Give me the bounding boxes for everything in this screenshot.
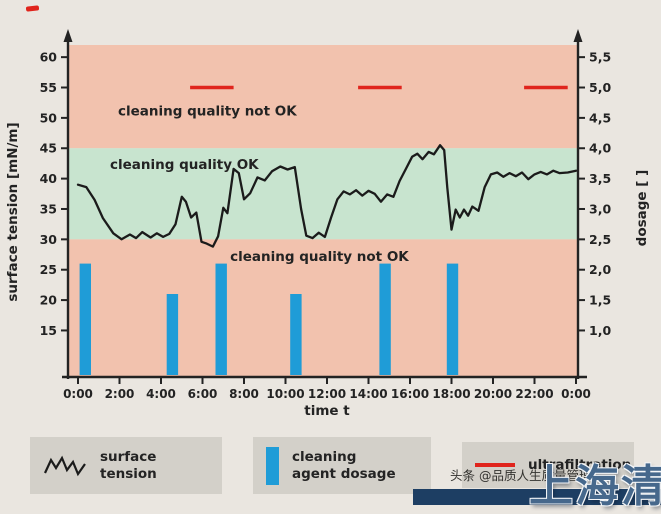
x-tick-label: 22:00 bbox=[515, 387, 553, 401]
legend-surface-tension: surface tension bbox=[30, 437, 222, 494]
x-tick-label: 6:00 bbox=[188, 387, 218, 401]
x-tick-label: 2:00 bbox=[105, 387, 135, 401]
left-tick-label: 15 bbox=[40, 323, 57, 338]
left-axis-arrow bbox=[63, 29, 73, 42]
watermark-big-text: 上海清 bbox=[529, 461, 661, 512]
right-tick-label: 5,5 bbox=[589, 50, 611, 65]
legend-label-cleaning-agent-dosage: cleaning agent dosage bbox=[292, 448, 396, 482]
dosage-bar bbox=[290, 294, 302, 375]
left-tick-label: 35 bbox=[40, 201, 57, 216]
legend-label-ultrafiltration: ultrafiltration bbox=[528, 456, 632, 473]
right-tick-label: 1,0 bbox=[589, 323, 611, 338]
chart-canvas: cleaning quality not OK cleaning quality … bbox=[5, 29, 650, 419]
x-tick-label: 16:00 bbox=[391, 387, 429, 401]
left-tick-label: 25 bbox=[40, 262, 57, 277]
x-tick-label: 10:00 bbox=[266, 387, 304, 401]
dosage-bar bbox=[215, 263, 227, 375]
left-tick-label: 45 bbox=[40, 141, 57, 156]
zone-label: cleaning quality not OK bbox=[118, 104, 297, 120]
zone-label: cleaning quality OK bbox=[110, 157, 259, 173]
dosage-bar bbox=[166, 294, 179, 375]
right-axis-arrow bbox=[573, 29, 583, 42]
x-tick-label: 8:00 bbox=[229, 387, 259, 401]
dosage-bar bbox=[446, 263, 459, 375]
x-tick-label: 4:00 bbox=[146, 387, 176, 401]
left-tick-label: 30 bbox=[40, 232, 58, 247]
watermark-band bbox=[413, 489, 661, 505]
left-tick-label: 50 bbox=[40, 110, 58, 125]
right-tick-label: 2,5 bbox=[589, 232, 611, 247]
dosage-bar bbox=[379, 263, 391, 375]
surface-tension-line bbox=[76, 144, 578, 248]
zone-band bbox=[69, 148, 577, 240]
right-tick-label: 1,5 bbox=[589, 293, 611, 308]
x-tick-label: 0:00 bbox=[561, 387, 591, 401]
left-tick-label: 55 bbox=[40, 80, 57, 95]
left-tick-label: 20 bbox=[40, 293, 58, 308]
blue-bar-icon bbox=[266, 446, 279, 485]
red-line-icon bbox=[475, 463, 515, 467]
left-axis-title: surface tension [mN/m] bbox=[5, 122, 21, 301]
right-tick-label: 4,5 bbox=[589, 110, 611, 125]
zone-band bbox=[69, 45, 577, 149]
right-axis-title: dosage [ ] bbox=[634, 170, 650, 247]
x-tick-label: 18:00 bbox=[432, 387, 470, 401]
zigzag-line-icon bbox=[44, 455, 86, 476]
right-tick-label: 2,0 bbox=[589, 262, 611, 277]
right-tick-label: 3,5 bbox=[589, 171, 611, 186]
x-tick-label: 12:00 bbox=[308, 387, 346, 401]
x-tick-label: 14:00 bbox=[349, 387, 387, 401]
zone-label: cleaning quality not OK bbox=[230, 249, 409, 265]
dosage-bar bbox=[79, 263, 91, 375]
zone-band bbox=[69, 239, 577, 376]
x-tick-label: 20:00 bbox=[474, 387, 512, 401]
right-tick-label: 4,0 bbox=[589, 141, 611, 156]
left-tick-label: 60 bbox=[40, 50, 58, 65]
x-axis-title: time t bbox=[304, 403, 350, 419]
watermark-handle-text: 头条 @品质人生质量管理 bbox=[450, 468, 592, 483]
legend-ultrafiltration: ultrafiltration bbox=[462, 442, 634, 488]
x-tick-label: 0:00 bbox=[63, 387, 93, 401]
right-tick-label: 3,0 bbox=[589, 201, 611, 216]
legend-cleaning-agent-dosage: cleaning agent dosage bbox=[253, 437, 431, 494]
left-tick-label: 40 bbox=[40, 171, 58, 186]
legend-label-surface-tension: surface tension bbox=[100, 448, 157, 482]
right-tick-label: 5,0 bbox=[589, 80, 611, 95]
